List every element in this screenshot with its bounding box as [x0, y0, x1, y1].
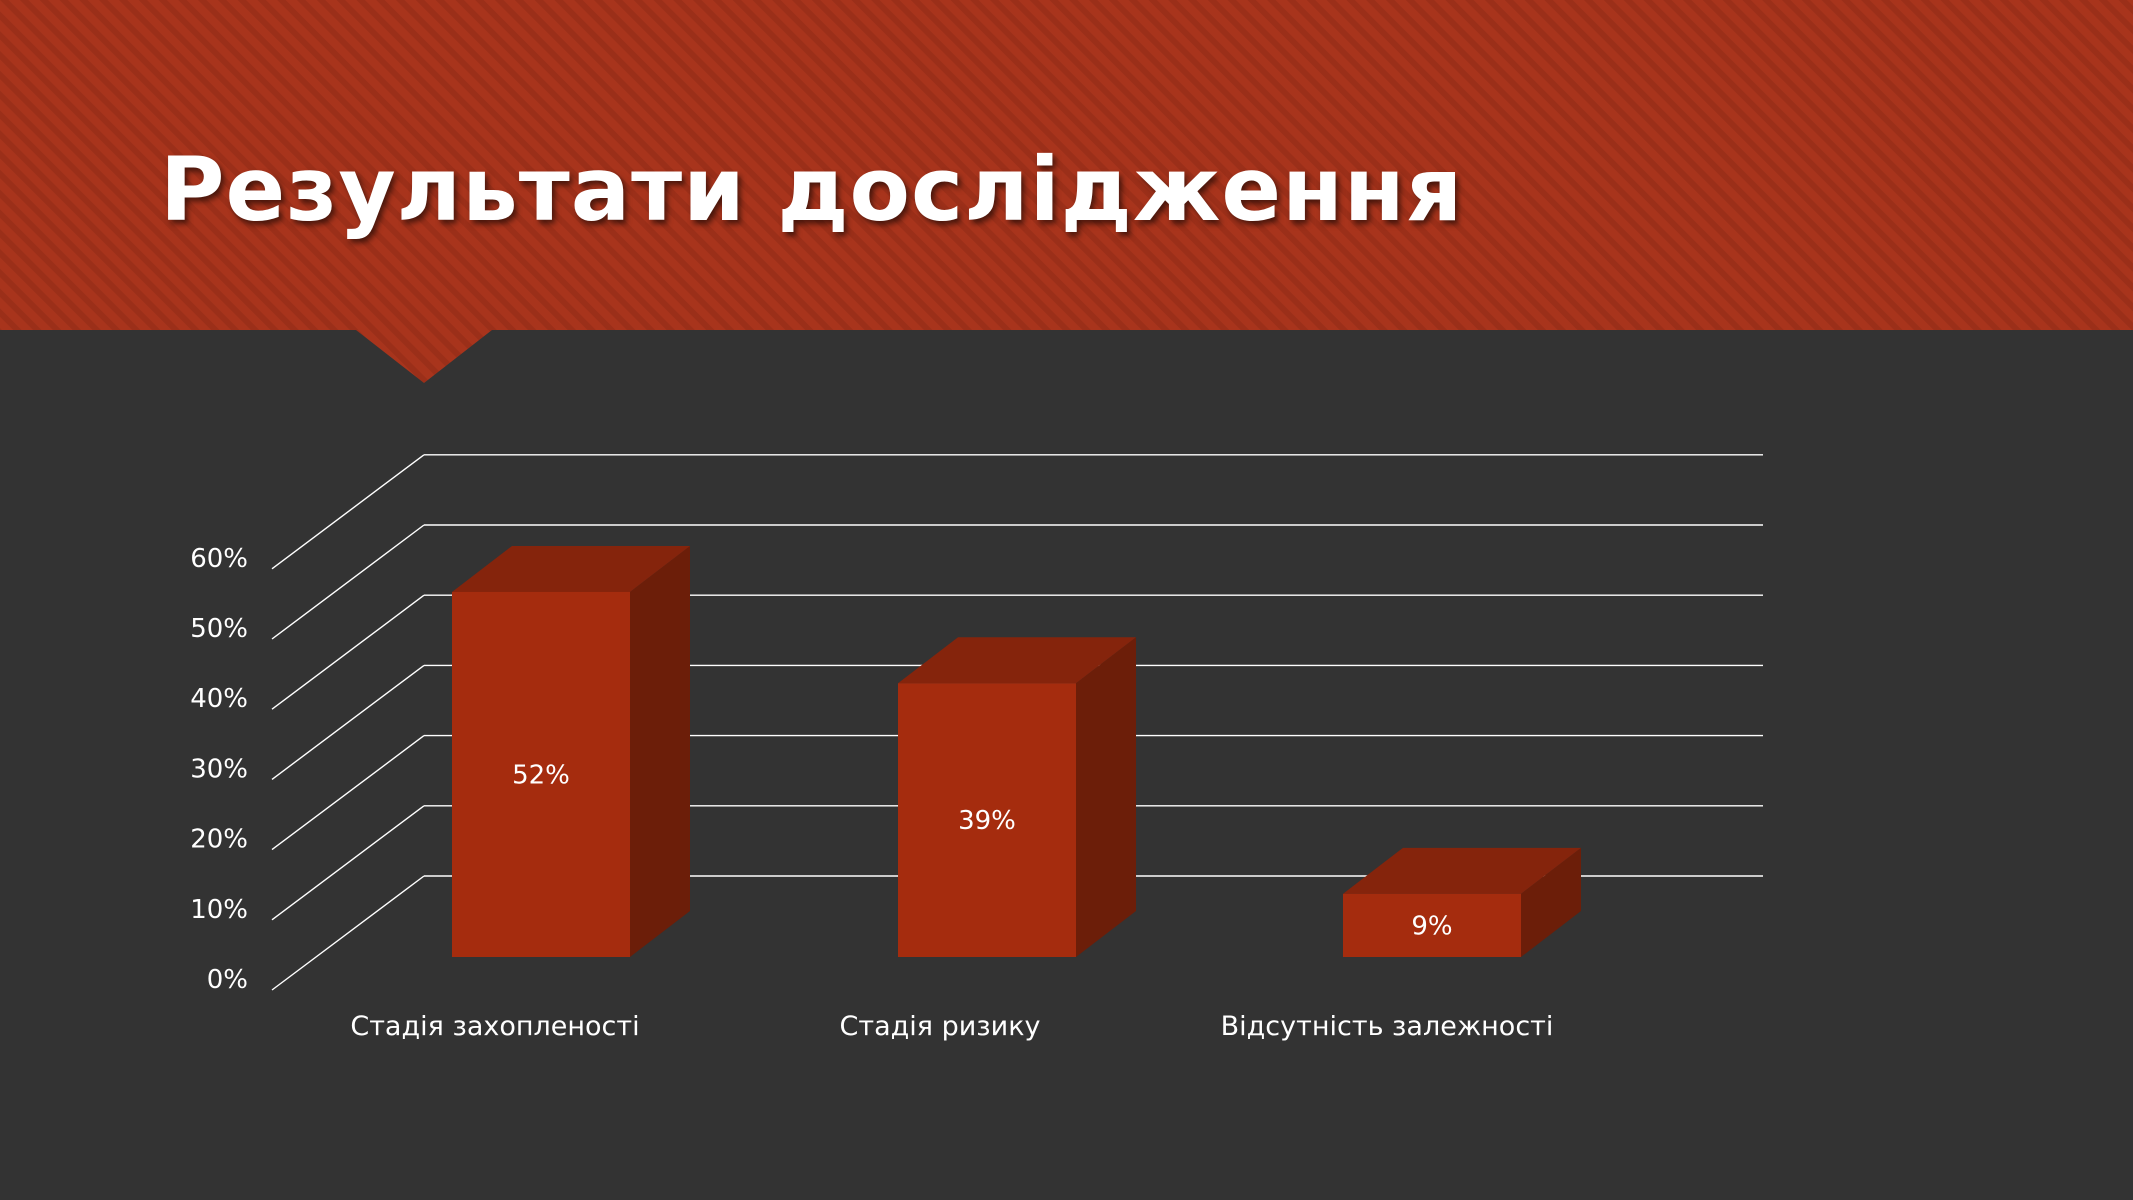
- bar-layer: 52% 39% 9%: [452, 545, 1581, 957]
- gridline-depth: [271, 454, 425, 570]
- gridline-depth: [271, 524, 425, 640]
- bar-side: [1076, 637, 1136, 957]
- bar: 9%: [1343, 847, 1581, 957]
- data-label: 52%: [512, 760, 570, 790]
- bar-front: [1343, 893, 1521, 957]
- bar-top: [1343, 847, 1581, 894]
- bar: 52%: [452, 545, 690, 957]
- gridline-depth: [271, 594, 425, 710]
- category-label: Стадія ризику: [840, 1011, 1041, 1042]
- header-banner: [0, 0, 2133, 383]
- bar-side: [630, 545, 690, 957]
- bar-front: [452, 591, 630, 957]
- gridline-depth: [271, 875, 425, 991]
- bar-front: [898, 683, 1076, 957]
- bar-top: [452, 545, 690, 592]
- y-axis-ticks: 0% 10% 20% 30% 40% 50% 60%: [190, 544, 248, 995]
- y-tick-label: 50%: [190, 614, 248, 644]
- category-label: Відсутність залежності: [1221, 1011, 1554, 1042]
- y-tick-label: 10%: [190, 895, 248, 925]
- category-label: Стадія захопленості: [350, 1011, 639, 1042]
- y-tick-label: 60%: [190, 544, 248, 574]
- y-tick-label: 30%: [190, 754, 248, 784]
- gridline-depth: [271, 664, 425, 780]
- y-tick-label: 0%: [207, 965, 248, 995]
- bar: 39%: [898, 637, 1136, 957]
- y-tick-label: 40%: [190, 684, 248, 714]
- gridline-depth: [271, 805, 425, 921]
- header-band: [0, 0, 2133, 383]
- x-axis-categories: Стадія захопленості Стадія ризику Відсутні…: [350, 1011, 1553, 1042]
- data-label: 39%: [958, 806, 1016, 836]
- slide-title: Результати дослідження: [160, 138, 1464, 241]
- bar-top: [898, 637, 1136, 684]
- y-tick-label: 20%: [190, 825, 248, 855]
- bar-side: [1521, 847, 1581, 957]
- data-label: 9%: [1411, 911, 1452, 941]
- gridline-depth: [271, 735, 425, 851]
